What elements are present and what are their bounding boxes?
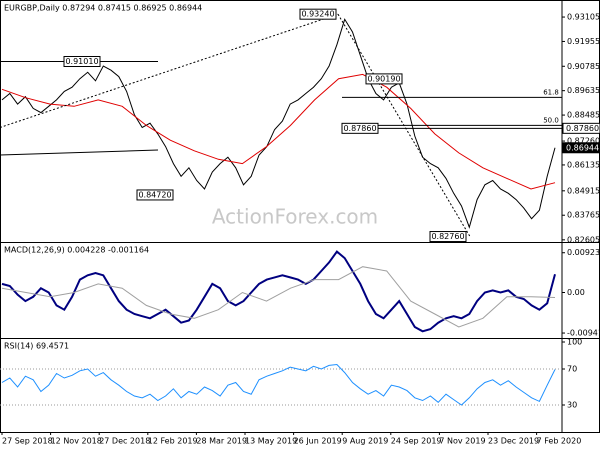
panel-frame	[0, 338, 600, 433]
x-tick-label: 13 May 2019	[245, 437, 297, 446]
y-tick-label: 30	[567, 401, 577, 410]
y-tick-label: 70	[567, 365, 577, 374]
x-tick-label: 9 Aug 2019	[342, 437, 388, 446]
y-tick-label: -0.009413	[567, 329, 600, 338]
y-tick-label: 0.00	[567, 288, 585, 297]
x-tick-label: 7 Nov 2019	[439, 437, 485, 446]
x-tick-label: 27 Sep 2018	[2, 437, 53, 446]
trend-line	[0, 13, 339, 128]
y-tick-label: 0.83765	[567, 211, 600, 220]
series-line	[1, 250, 556, 333]
fib-label: 50.0	[543, 116, 559, 124]
price-box	[562, 142, 600, 154]
y-tick-label: 0.90785	[567, 62, 600, 71]
annotation-box	[136, 189, 174, 201]
annotation-box	[341, 122, 379, 134]
x-tick-label: 28 Mar 2019	[196, 437, 247, 446]
series-line	[1, 73, 556, 190]
series-line	[1, 266, 556, 328]
annotation-label: 0.82760	[431, 232, 464, 241]
series-line	[1, 18, 556, 229]
annotation-box	[63, 55, 101, 67]
y-tick-label: 0.84915	[567, 186, 600, 195]
y-tick-label: 0.89635	[567, 86, 600, 95]
x-tick-label: 24 Sep 2019	[391, 437, 442, 446]
x-tick-label: 26 Jun 2019	[294, 437, 342, 446]
y-tick-label: 0.93105	[567, 13, 600, 22]
y-tick-label: 0.86135	[567, 160, 600, 169]
y-tick-label: 0.87260	[567, 137, 600, 146]
annotation-label: 0.93240	[301, 10, 334, 19]
x-tick-label: 7 Feb 2020	[537, 437, 582, 446]
price-box-label: 0.86944	[566, 143, 599, 152]
annotation-label: 0.91010	[65, 57, 98, 66]
x-tick-label: 23 Dec 2019	[488, 437, 539, 446]
y-tick-label: 0.009237	[567, 248, 600, 257]
x-tick-label: 27 Dec 2018	[99, 437, 150, 446]
annotation-box	[299, 8, 337, 20]
panel-title: EURGBP,Daily 0.87294 0.87415 0.86925 0.8…	[4, 4, 202, 13]
annotation-label: 0.84720	[138, 190, 171, 199]
x-tick-label: 12 Feb 2019	[148, 437, 198, 446]
panel-title: MACD(12,26,9) 0.004228 -0.001164	[4, 246, 149, 255]
y-tick-label: 0.91955	[567, 37, 600, 46]
y-tick-label: 100	[567, 338, 582, 347]
y-tick-label: 0.88485	[567, 111, 600, 120]
series-line	[1, 363, 556, 406]
watermark: ActionForex.com	[212, 205, 378, 229]
y-tick-label: 0.82605	[567, 235, 600, 244]
price-box	[562, 122, 600, 134]
price-box-label: 0.87860	[566, 124, 599, 133]
panel-title: RSI(14) 69.4571	[4, 342, 69, 351]
annotation-label: 0.90190	[367, 74, 400, 83]
annotation-box	[429, 231, 467, 243]
annotation-box	[365, 73, 403, 85]
annotation-label: 0.87860	[343, 124, 376, 133]
x-tick-label: 12 Nov 2018	[51, 437, 102, 446]
fib-label: 61.8	[543, 88, 559, 96]
support-line	[0, 149, 159, 156]
